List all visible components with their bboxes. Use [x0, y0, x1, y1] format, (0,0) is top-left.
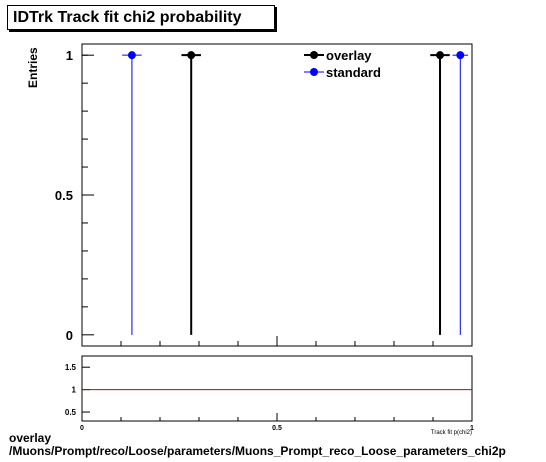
- y-tick-label: 0: [66, 328, 73, 343]
- ratio-x-tick-label: 1: [470, 425, 474, 432]
- standard-point: [127, 51, 136, 60]
- title-box: IDTrk Track fit chi2 probability: [7, 5, 275, 30]
- legend-overlay-marker: [310, 51, 318, 59]
- footer-line-1: overlay: [9, 431, 52, 445]
- main-data-marks: [122, 51, 469, 335]
- footer-line-2: /Muons/Prompt/reco/Loose/parameters/Muon…: [9, 444, 506, 458]
- ratio-axis-ticks: 0.5 1 1.5 0 0.5 1: [65, 363, 474, 432]
- ratio-y-tick-label: 0.5: [65, 408, 77, 417]
- legend-standard-label: standard: [326, 65, 381, 80]
- ratio-x-tick-label: 0.5: [272, 425, 282, 432]
- overlay-point: [436, 51, 445, 60]
- chart-title: IDTrk Track fit chi2 probability: [13, 9, 242, 26]
- y-tick-label: 0.5: [55, 188, 73, 203]
- overlay-point: [187, 51, 196, 60]
- x-axis-label: Track fit p(chi2): [431, 430, 472, 436]
- ratio-y-tick-label: 1.5: [65, 363, 77, 372]
- footer: overlay /Muons/Prompt/reco/Loose/paramet…: [9, 432, 506, 458]
- ratio-plot-frame: [81, 355, 473, 422]
- main-axis-ticks: 00.51: [55, 48, 473, 346]
- main-plot-frame: [81, 43, 473, 347]
- legend-overlay-label: overlay: [326, 48, 372, 63]
- standard-point: [456, 51, 465, 60]
- ratio-x-tick-label: 0: [80, 425, 84, 432]
- y-tick-label: 1: [66, 48, 73, 63]
- ratio-y-tick-label: 1: [72, 386, 77, 395]
- legend: overlay standard: [304, 48, 381, 80]
- legend-standard-marker: [310, 68, 318, 76]
- y-axis-label: Entries: [26, 47, 40, 88]
